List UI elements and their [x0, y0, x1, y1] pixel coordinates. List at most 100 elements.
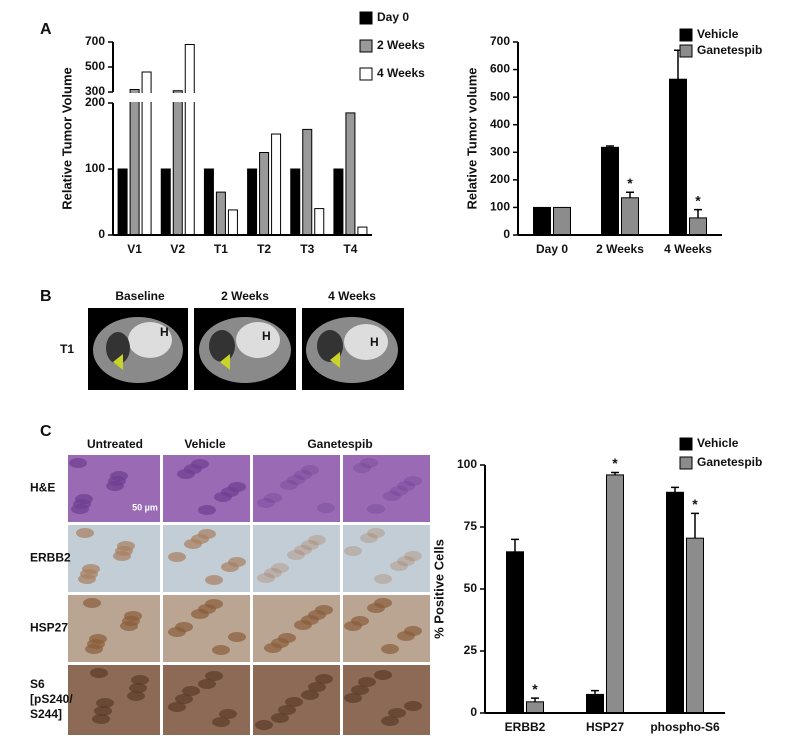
x-tick-label: T3: [300, 242, 314, 256]
significance-marker: *: [612, 455, 618, 471]
histology-image: [253, 455, 340, 522]
legend-label: Vehicle: [697, 27, 739, 41]
histology-texture: [131, 675, 149, 685]
y-axis-label: Relative Tumor Volume: [59, 67, 74, 210]
column-label: Baseline: [115, 289, 165, 303]
row-label: [pS240/: [30, 692, 73, 706]
y-tick-label: 75: [464, 519, 478, 533]
row-label: T1: [60, 342, 74, 356]
column-label: 4 Weeks: [328, 289, 376, 303]
histology-texture: [257, 573, 275, 583]
histology-texture: [271, 563, 289, 573]
bar: [689, 217, 707, 236]
x-tick-label: V1: [127, 242, 142, 256]
y-tick-label: 300: [85, 84, 105, 98]
y-axis-label: Relative Tumor volume: [464, 67, 479, 209]
histology-texture: [89, 634, 107, 644]
histology-texture: [69, 458, 87, 468]
error-bar: [671, 486, 679, 493]
histology-texture: [404, 476, 422, 486]
error-bar: [591, 689, 599, 695]
histology-texture: [83, 598, 101, 608]
column-label: Untreated: [87, 437, 143, 451]
histology-texture: [315, 674, 333, 684]
x-tick-label: T2: [257, 242, 271, 256]
bar: [259, 152, 270, 236]
histology-texture: [308, 682, 326, 692]
y-tick-label: 500: [490, 89, 510, 103]
x-tick-label: HSP27: [586, 720, 624, 734]
histology-texture: [367, 504, 385, 514]
error-bar: [511, 538, 519, 552]
legend-swatch: [679, 44, 693, 58]
bar: [669, 78, 687, 236]
histology-texture: [351, 616, 369, 626]
error-bar: [531, 697, 539, 702]
bar: [314, 208, 325, 236]
y-tick-label: 300: [490, 144, 510, 158]
tile-grid: H&E ERBB2 HSP27 S6[pS240/S244]: [30, 455, 430, 735]
significance-marker: *: [695, 192, 701, 208]
histology-texture: [367, 528, 385, 538]
histology-texture: [212, 717, 230, 727]
row-label: S6: [30, 677, 45, 691]
y-tick-label: 700: [490, 34, 510, 48]
histology-texture: [264, 568, 282, 578]
y-tick-label: 25: [464, 643, 478, 657]
histology-texture: [124, 611, 142, 621]
histology-texture: [344, 693, 362, 703]
bar: [333, 168, 344, 236]
legend-label: Vehicle: [697, 436, 739, 450]
histology-texture: [127, 691, 145, 701]
histology-image: [343, 525, 430, 592]
bar: [533, 206, 551, 236]
histology-texture: [175, 694, 193, 704]
histology-image: [68, 665, 160, 735]
histology-texture: [397, 556, 415, 566]
x-tick-label: 4 Weeks: [664, 242, 712, 256]
histology-texture: [344, 546, 362, 556]
histology-texture: [315, 605, 333, 615]
column-label: 2 Weeks: [221, 289, 269, 303]
histology-texture: [228, 482, 246, 492]
y-tick-label: 600: [490, 62, 510, 76]
histology-texture: [404, 701, 422, 711]
histology-texture: [317, 503, 335, 513]
histology-image: [253, 525, 340, 592]
bar: [666, 491, 684, 714]
x-tick-label: phospho-S6: [650, 720, 720, 734]
histology-texture: [198, 529, 216, 539]
histology-texture: [257, 498, 275, 508]
bar: [172, 90, 183, 236]
legend-swatch: [679, 28, 693, 42]
histology-texture: [294, 545, 312, 555]
y-tick-label: 50: [464, 581, 478, 595]
histology-texture: [390, 561, 408, 571]
histology-texture: [301, 540, 319, 550]
legend-swatch: [679, 437, 693, 451]
histology-texture: [374, 574, 392, 584]
histology-texture: [280, 480, 298, 490]
histology-texture: [110, 471, 128, 481]
x-tick-label: 2 Weeks: [596, 242, 644, 256]
histology-texture: [278, 705, 296, 715]
bar: [526, 701, 544, 714]
histology-texture: [82, 564, 100, 574]
bar: [215, 191, 226, 236]
y-tick-label: 100: [85, 161, 105, 175]
mri-image: H: [194, 308, 296, 390]
histology-texture: [381, 716, 399, 726]
y-tick-label: 0: [470, 705, 477, 719]
scale-label: 50 µm: [132, 502, 158, 512]
y-tick-label: 0: [98, 227, 105, 241]
mri-image: H: [302, 308, 404, 390]
bar: [621, 197, 639, 236]
marker-label: H: [160, 325, 169, 339]
histology-texture: [168, 552, 186, 562]
histology-texture: [205, 599, 223, 609]
legend-swatch: [359, 39, 373, 53]
marker-label: H: [262, 329, 271, 343]
histology-texture: [294, 470, 312, 480]
histology-texture: [287, 550, 305, 560]
histology-texture: [358, 677, 376, 687]
